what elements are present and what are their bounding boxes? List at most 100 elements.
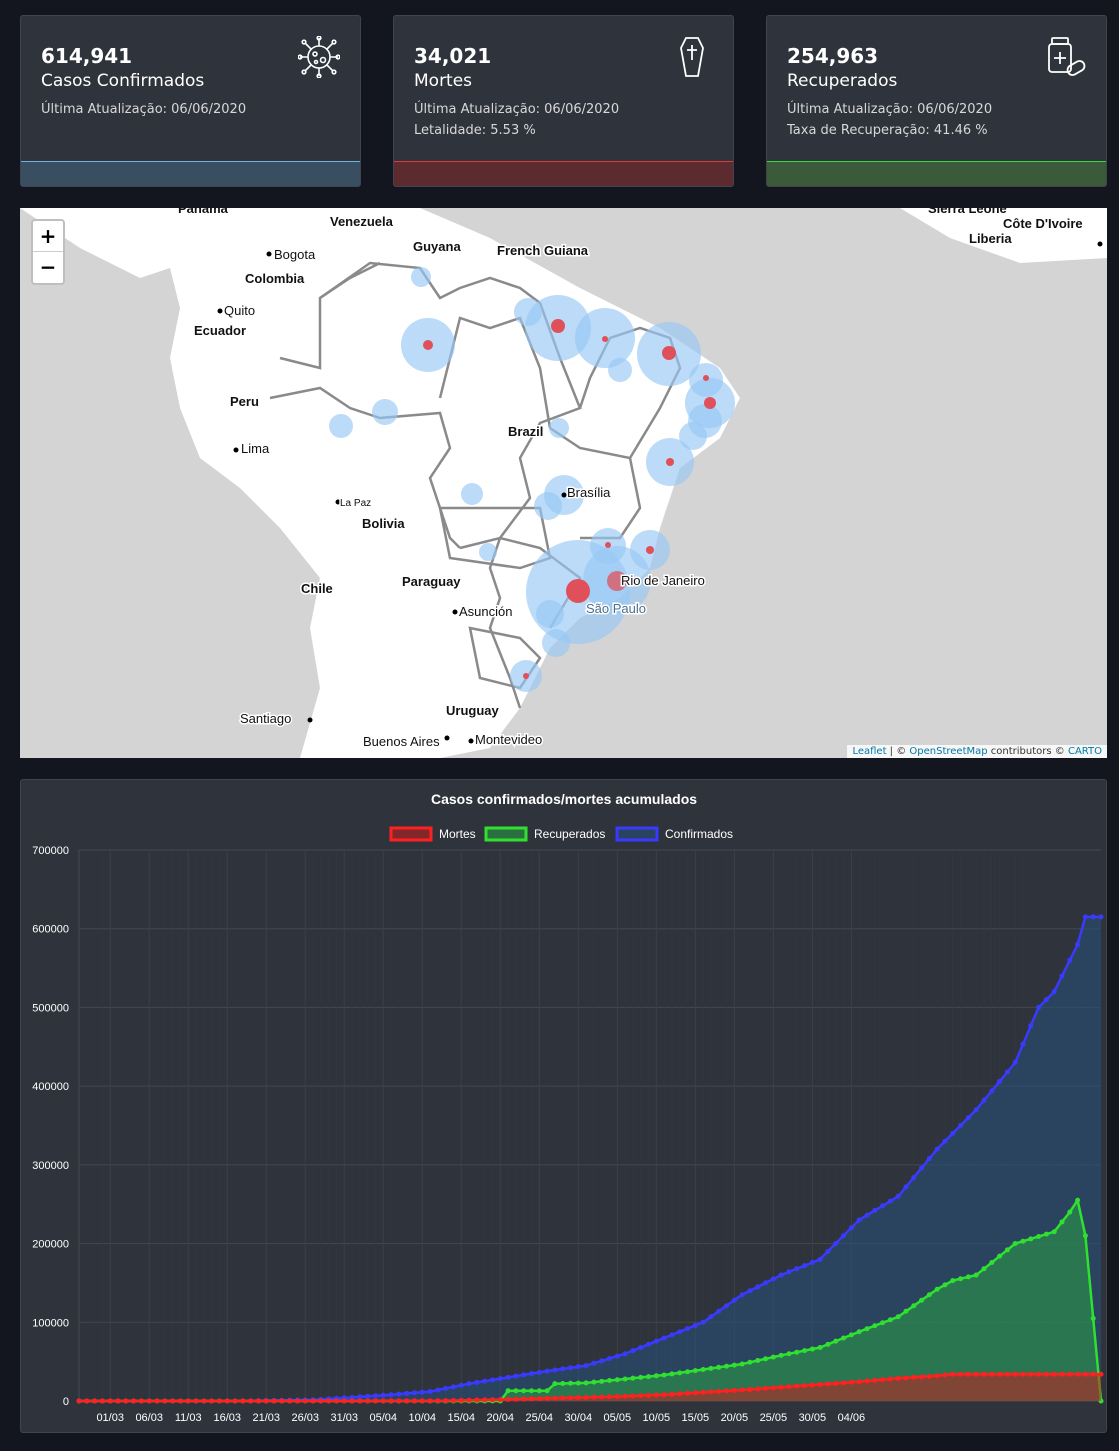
- point-mortes: [661, 1392, 667, 1398]
- point-confirmados: [1028, 1023, 1034, 1029]
- point-confirmados: [630, 1348, 636, 1354]
- point-confirmados: [466, 1381, 472, 1387]
- point-mortes: [466, 1397, 472, 1403]
- osm-link[interactable]: OpenStreetMap: [909, 746, 988, 757]
- point-confirmados: [1090, 914, 1096, 920]
- point-mortes: [638, 1393, 644, 1399]
- point-recuperados: [887, 1317, 893, 1323]
- point-recuperados: [560, 1380, 566, 1386]
- legend-label-recuperados[interactable]: Recuperados: [534, 827, 605, 841]
- point-confirmados: [599, 1358, 605, 1364]
- point-mortes: [1043, 1371, 1049, 1377]
- point-mortes: [396, 1398, 402, 1404]
- map-label: Peru: [230, 394, 259, 409]
- point-mortes: [216, 1398, 222, 1404]
- legend-label-mortes[interactable]: Mortes: [439, 827, 476, 841]
- point-mortes: [575, 1395, 581, 1401]
- zoom-in-button[interactable]: +: [33, 221, 63, 252]
- virus-icon: [298, 36, 340, 78]
- point-mortes: [536, 1396, 542, 1402]
- x-tick-label: 05/04: [369, 1412, 397, 1424]
- leaflet-link[interactable]: Leaflet: [852, 746, 887, 757]
- map-label: Buenos Aires: [363, 734, 440, 749]
- area-confirmados: [79, 916, 1101, 1401]
- attribution-mid: contributors ©: [987, 746, 1068, 757]
- point-mortes: [170, 1398, 176, 1404]
- map-label: Ecuador: [194, 323, 246, 338]
- point-recuperados: [872, 1323, 878, 1329]
- point-confirmados: [926, 1156, 932, 1162]
- point-confirmados: [997, 1078, 1003, 1084]
- legend-swatch-confirmados[interactable]: [615, 826, 659, 842]
- point-mortes: [911, 1374, 917, 1380]
- point-confirmados: [880, 1203, 886, 1209]
- point-recuperados: [614, 1377, 620, 1383]
- point-recuperados: [536, 1388, 542, 1394]
- map-label: La Paz: [340, 498, 371, 509]
- point-confirmados: [950, 1130, 956, 1136]
- point-mortes: [333, 1398, 339, 1404]
- point-mortes: [177, 1398, 183, 1404]
- point-mortes: [458, 1397, 464, 1403]
- point-mortes: [326, 1398, 332, 1404]
- point-recuperados: [942, 1282, 948, 1288]
- point-confirmados: [357, 1394, 363, 1400]
- point-confirmados: [443, 1385, 449, 1391]
- confirmed-value: 614,941: [41, 44, 133, 68]
- point-confirmados: [544, 1368, 550, 1374]
- map-label: Côte D'Ivoire: [1003, 216, 1083, 231]
- point-recuperados: [747, 1359, 753, 1365]
- map-attribution: Leaflet | © OpenStreetMap contributors ©…: [847, 745, 1107, 758]
- point-mortes: [630, 1393, 636, 1399]
- point-recuperados: [833, 1338, 839, 1344]
- y-tick-label: 200000: [32, 1239, 69, 1251]
- point-confirmados: [724, 1303, 730, 1309]
- point-confirmados: [825, 1248, 831, 1254]
- point-mortes: [92, 1398, 98, 1404]
- point-confirmados: [1098, 914, 1104, 920]
- zoom-control[interactable]: + −: [31, 219, 65, 285]
- y-tick-label: 700000: [32, 845, 69, 857]
- legend-swatch-recuperados[interactable]: [484, 826, 528, 842]
- point-recuperados: [981, 1266, 987, 1272]
- map-canvas[interactable]: Panamá Venezuela Guyana French Guiana Bo…: [20, 208, 1107, 758]
- point-confirmados: [903, 1184, 909, 1190]
- map-city-dots: [217, 241, 1103, 744]
- point-mortes: [1082, 1371, 1088, 1377]
- point-confirmados: [973, 1107, 979, 1113]
- y-tick-label: 0: [63, 1396, 69, 1408]
- point-mortes: [154, 1398, 160, 1404]
- x-tick-label: 10/04: [409, 1412, 437, 1424]
- point-recuperados: [692, 1368, 698, 1374]
- point-confirmados: [841, 1233, 847, 1239]
- legend-swatch-mortes[interactable]: [389, 826, 433, 842]
- point-mortes: [841, 1380, 847, 1386]
- point-recuperados: [802, 1348, 808, 1354]
- point-confirmados: [450, 1384, 456, 1390]
- point-confirmados: [388, 1392, 394, 1398]
- x-tick-label: 31/03: [330, 1412, 358, 1424]
- recovered-label: Recuperados: [787, 71, 898, 91]
- point-mortes: [209, 1398, 215, 1404]
- point-mortes: [1059, 1371, 1065, 1377]
- point-confirmados: [411, 1390, 417, 1396]
- point-confirmados: [708, 1314, 714, 1320]
- point-confirmados: [1020, 1041, 1026, 1047]
- point-confirmados: [692, 1322, 698, 1328]
- carto-link[interactable]: CARTO: [1067, 746, 1102, 757]
- point-confirmados: [809, 1259, 815, 1265]
- point-confirmados: [575, 1364, 581, 1370]
- legend-label-confirmados[interactable]: Confirmados: [665, 827, 733, 841]
- point-confirmados: [474, 1379, 480, 1385]
- point-recuperados: [934, 1286, 940, 1292]
- point-confirmados: [763, 1280, 769, 1286]
- point-recuperados: [778, 1352, 784, 1358]
- map[interactable]: Panamá Venezuela Guyana French Guiana Bo…: [20, 208, 1107, 758]
- point-confirmados: [872, 1208, 878, 1214]
- point-recuperados: [513, 1388, 519, 1394]
- point-mortes: [567, 1395, 573, 1401]
- zoom-out-button[interactable]: −: [39, 255, 57, 279]
- point-mortes: [115, 1398, 121, 1404]
- point-mortes: [419, 1398, 425, 1404]
- point-confirmados: [716, 1308, 722, 1314]
